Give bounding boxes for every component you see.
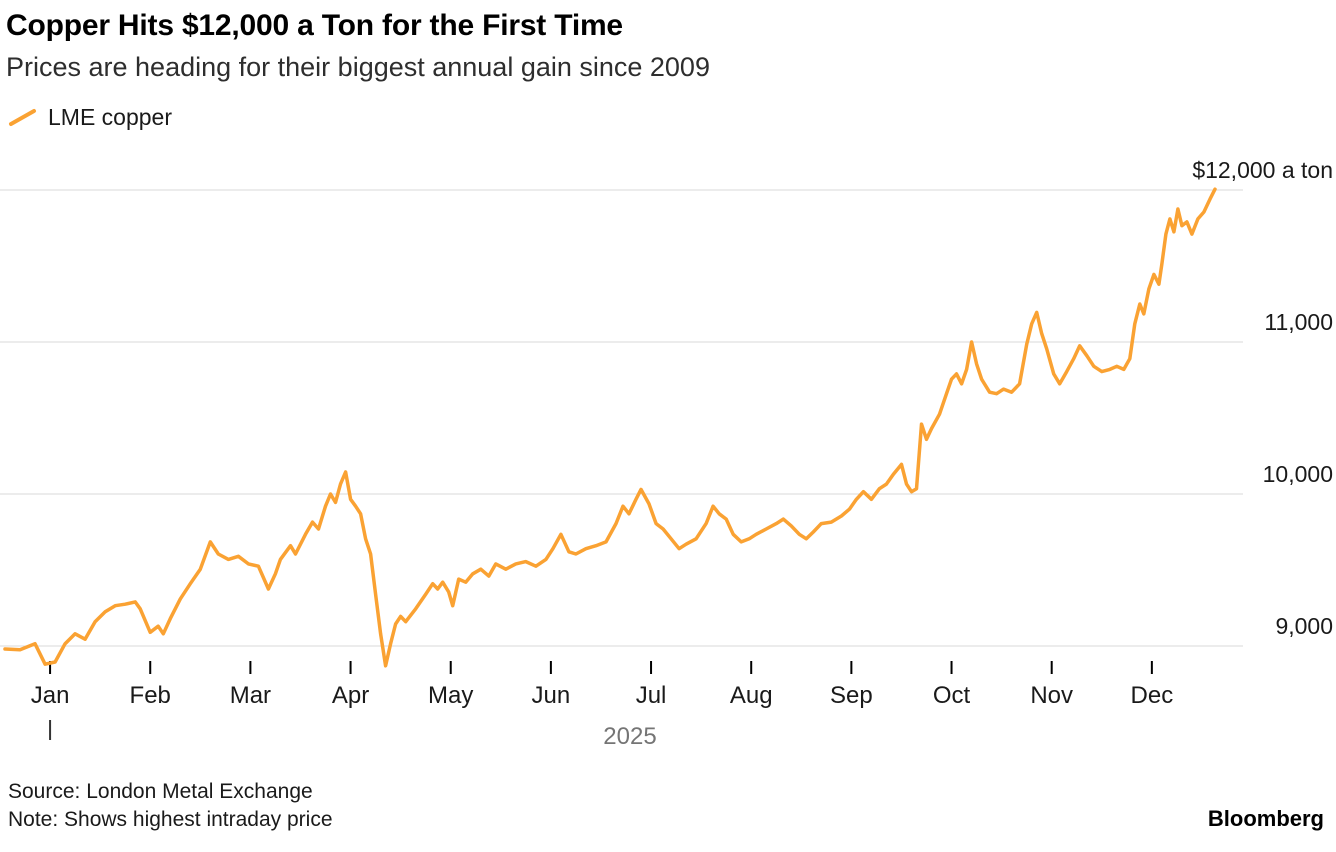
- chart-header: Copper Hits $12,000 a Ton for the First …: [0, 0, 1336, 132]
- y-axis-label: 11,000: [1264, 309, 1333, 335]
- x-axis-label: Jun: [532, 682, 571, 709]
- x-axis-label: Jan: [31, 682, 70, 709]
- x-axis-label: Nov: [1030, 682, 1073, 709]
- year-label: 2025: [603, 723, 656, 750]
- source-text: Source: London Metal Exchange: [8, 780, 313, 803]
- page-title: Copper Hits $12,000 a Ton for the First …: [6, 9, 623, 42]
- x-axis-label: Dec: [1131, 682, 1174, 709]
- y-axis-label: $12,000 a ton: [1192, 157, 1333, 183]
- chart-area: $12,000 a ton 11,000 10,000 9,000 Jan Feb Mar A…: [0, 154, 1336, 774]
- x-axis-label: May: [428, 682, 473, 709]
- price-line-lme-copper: [3, 187, 1217, 668]
- x-axis-label: Oct: [933, 682, 971, 709]
- chart-footer: Source: London Metal Exchange Note: Show…: [0, 774, 1336, 834]
- x-axis-label: Aug: [730, 682, 773, 709]
- bloomberg-logo: Bloomberg: [1207, 806, 1324, 831]
- x-axis-label: Mar: [230, 682, 271, 709]
- x-axis-label: Sep: [830, 682, 873, 709]
- legend: LME copper: [8, 102, 1326, 132]
- legend-line-icon: [9, 109, 36, 126]
- y-axis-label: 10,000: [1263, 461, 1333, 487]
- x-axis-label: Jul: [636, 682, 667, 709]
- page-subtitle: Prices are heading for their biggest ann…: [6, 52, 710, 82]
- y-axis-label: 9,000: [1275, 613, 1333, 639]
- x-axis-label: Feb: [130, 682, 171, 709]
- legend-label: LME copper: [48, 103, 173, 130]
- x-axis-label: Apr: [332, 682, 369, 709]
- note-text: Note: Shows highest intraday price: [8, 808, 333, 831]
- copper-price-line-chart: $12,000 a ton 11,000 10,000 9,000 Jan Feb Mar A…: [0, 157, 1333, 750]
